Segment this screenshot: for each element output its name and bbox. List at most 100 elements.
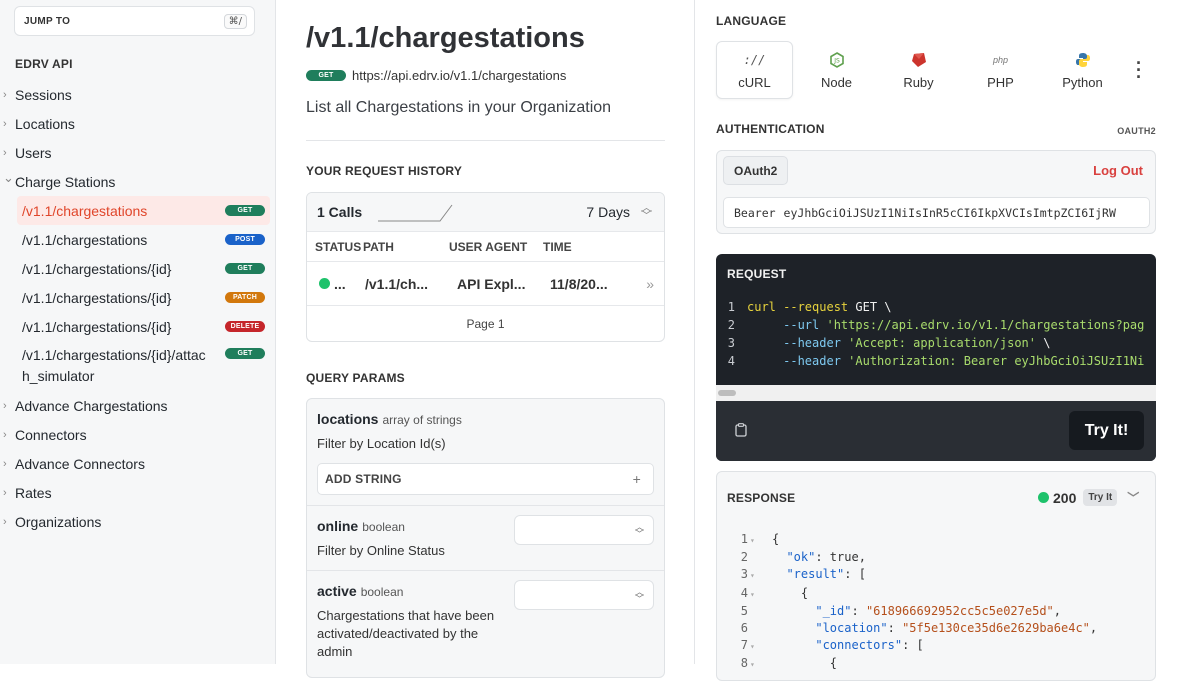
sidebar-item-label: Charge Stations	[15, 173, 116, 190]
param-online: online boolean Filter by Online Status ︿ ﹀	[307, 506, 664, 571]
request-heading: REQUEST	[727, 267, 787, 281]
tab-php[interactable]: php PHP	[962, 41, 1039, 99]
chevron-double-right-icon[interactable]: »	[646, 275, 654, 292]
sidebar-endpoint-patch[interactable]: /v1.1/chargestations/{id} PATCH	[17, 283, 270, 312]
tab-label: Python	[1062, 74, 1103, 90]
chevron-right-icon: ›	[3, 457, 7, 470]
active-select[interactable]: ︿ ﹀	[514, 580, 654, 610]
sidebar-item-advance-chargestations[interactable]: › Advance Chargestations	[0, 391, 276, 420]
sidebar-item-label: Sessions	[15, 86, 72, 103]
fold-arrow-icon[interactable]: ▾	[750, 642, 755, 652]
clipboard-icon[interactable]	[735, 423, 747, 440]
endpoint-label: /v1.1/chargestations	[22, 231, 148, 248]
sidebar-item-label: Advance Connectors	[15, 455, 145, 472]
sidebar: JUMP TO ⌘/ EDRV API › Sessions › Locations ›…	[0, 0, 276, 664]
chevron-updown-icon[interactable]: ︿ ﹀	[641, 202, 652, 222]
param-type: boolean	[360, 585, 404, 599]
endpoint-label: /v1.1/chargestations	[22, 202, 148, 219]
sidebar-item-locations[interactable]: › Locations	[0, 109, 276, 138]
json-line: 1 ▾ {	[717, 531, 1097, 549]
sidebar-endpoint-delete[interactable]: /v1.1/chargestations/{id} DELETE	[17, 312, 270, 341]
status-dot-icon	[319, 278, 330, 289]
sidebar-item-users[interactable]: › Users	[0, 138, 276, 167]
oauth2-button[interactable]: OAuth2	[723, 156, 789, 185]
line-number: 5	[740, 603, 748, 618]
json-line: 8 ▾ {	[717, 655, 1097, 673]
row-status-text: ...	[334, 275, 346, 292]
tab-node[interactable]: JS Node	[798, 41, 875, 99]
endpoint-label: /v1.1/chargestations/{id}	[22, 289, 172, 306]
endpoint-url: https://api.edrv.io/v1.1/chargestations	[352, 68, 567, 83]
json-token: "location"	[815, 621, 888, 636]
logout-button[interactable]: Log Out	[1093, 163, 1143, 178]
request-code: 1 curl --request GET \ 2 --url 'https://ap…	[716, 298, 1145, 370]
scrollbar-thumb[interactable]	[718, 390, 736, 396]
chevron-updown-icon: ︿ ﹀	[634, 587, 644, 604]
bearer-token: eyJhbGciOiJSUzI1NiIsInR5cCI6IkpXVCIsImtp…	[783, 205, 1116, 220]
line-number: 6	[740, 621, 748, 636]
response-status[interactable]: 200 Try It ﹀	[1038, 489, 1139, 506]
sidebar-item-advance-connectors[interactable]: › Advance Connectors	[0, 449, 276, 478]
json-line: 7 ▾ "connectors": [	[717, 637, 1097, 655]
json-token: "618966692952cc5c5e027e5d"	[865, 603, 1054, 618]
sparkline	[378, 204, 453, 222]
code-token: 'https://api.edrv.io/v1.1/chargestations…	[826, 318, 1145, 332]
method-badge: PATCH	[225, 292, 265, 303]
sidebar-item-charge-stations[interactable]: ⌄ Charge Stations	[0, 167, 276, 196]
fold-arrow-icon[interactable]: ▾	[750, 660, 755, 670]
bearer-token-input[interactable]: Bearer eyJhbGciOiJSUzI1NiIsInR5cCI6IkpXV…	[723, 197, 1150, 228]
tab-label: Ruby	[903, 74, 934, 90]
row-time: 11/8/20...	[550, 275, 608, 292]
horizontal-scrollbar[interactable]	[716, 385, 1156, 401]
line-number: 3	[727, 336, 735, 350]
json-token: "_id"	[815, 603, 852, 618]
code-line: 4 --header 'Authorization: Bearer eyJhbG…	[716, 352, 1145, 370]
jump-to-search[interactable]: JUMP TO ⌘/	[14, 6, 255, 36]
row-status: ...	[307, 276, 365, 292]
chevron-down-icon[interactable]: ﹀	[1127, 491, 1140, 505]
sidebar-item-label: Users	[15, 144, 52, 161]
line-number: 2	[740, 550, 748, 565]
sidebar-endpoint-post[interactable]: /v1.1/chargestations POST	[17, 225, 270, 254]
try-it-button[interactable]: Try It!	[1069, 411, 1144, 450]
query-params-heading: QUERY PARAMS	[306, 371, 405, 385]
code-token: curl	[747, 300, 784, 314]
method-badge: GET	[225, 205, 265, 216]
php-icon: php	[992, 54, 1009, 65]
code-token: --header	[783, 354, 849, 368]
code-token	[747, 336, 783, 350]
row-agent: API Expl...	[457, 275, 526, 292]
json-token: {	[772, 656, 838, 671]
sidebar-endpoint-get[interactable]: /v1.1/chargestations/{id} GET	[17, 254, 270, 283]
sidebar-item-sessions[interactable]: › Sessions	[0, 80, 276, 109]
column-status: STATUS	[315, 239, 362, 254]
add-string-button[interactable]: ADD STRING +	[317, 463, 654, 495]
sidebar-item-organizations[interactable]: › Organizations	[0, 507, 276, 536]
tab-curl[interactable]: :// cURL	[716, 41, 793, 99]
sidebar-item-connectors[interactable]: › Connectors	[0, 420, 276, 449]
range-select[interactable]: 7 Days	[586, 204, 630, 220]
sidebar-endpoint-get[interactable]: /v1.1/chargestations/{id}/attach_simulat…	[17, 341, 270, 391]
tab-python[interactable]: Python	[1044, 41, 1121, 99]
history-row[interactable]: ... /v1.1/ch... API Expl... 11/8/20... »	[307, 262, 664, 306]
chevron-right-icon: ›	[3, 146, 7, 159]
code-line: 3 --header 'Accept: application/json' \	[716, 334, 1144, 352]
fold-arrow-icon[interactable]: ▾	[750, 589, 755, 599]
tab-ruby[interactable]: Ruby	[880, 41, 957, 99]
code-token: GET \	[855, 300, 892, 314]
fold-arrow-icon[interactable]: ▾	[750, 571, 755, 581]
online-select[interactable]: ︿ ﹀	[514, 515, 654, 545]
endpoint-label: /v1.1/chargestations/{id}	[22, 318, 172, 335]
line-number: 2	[727, 318, 735, 332]
code-line: 2 --url 'https://api.edrv.io/v1.1/charge…	[716, 316, 1145, 334]
fold-arrow-icon[interactable]: ▾	[750, 536, 755, 545]
auth-box: OAuth2 Log Out Bearer eyJhbGciOiJSUzI1Ni…	[716, 150, 1156, 234]
history-header: 1 Calls 7 Days ︿ ﹀	[307, 193, 664, 232]
sidebar-item-rates[interactable]: › Rates	[0, 478, 276, 507]
keyboard-shortcut: ⌘/	[223, 13, 247, 29]
sidebar-endpoint-get[interactable]: /v1.1/chargestations GET	[17, 196, 270, 225]
json-token: :	[851, 603, 866, 618]
param-name: online	[317, 518, 359, 534]
api-title: EDRV API	[15, 57, 73, 71]
more-icon[interactable]: · · ·	[1136, 53, 1142, 87]
